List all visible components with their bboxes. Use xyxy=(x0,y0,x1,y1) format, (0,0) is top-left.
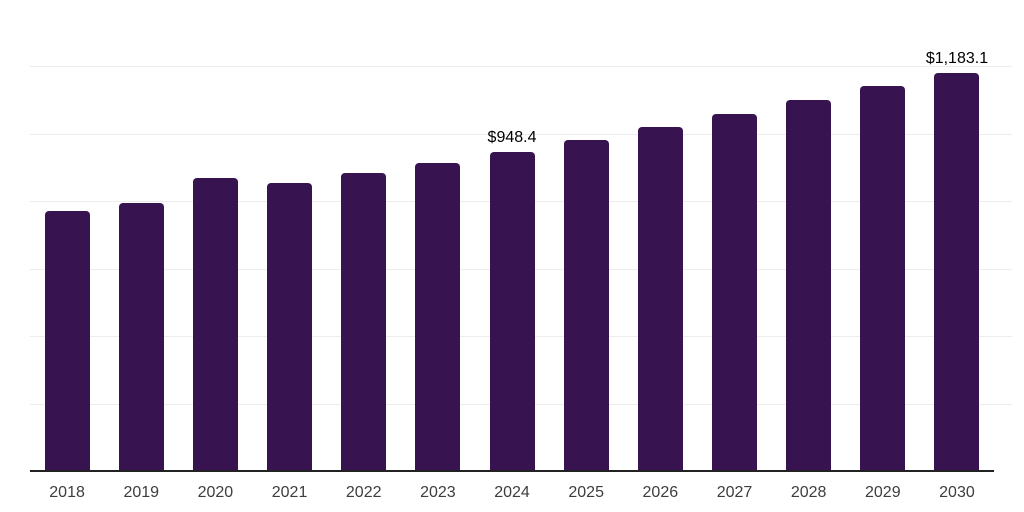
x-tick-label-2019: 2019 xyxy=(123,484,160,501)
x-tick-label-2021: 2021 xyxy=(271,484,308,501)
bar-2022 xyxy=(341,172,387,472)
bar-2020 xyxy=(192,177,238,472)
bar-slot-2027 xyxy=(697,0,771,472)
bar-slot-2024: $948.4 xyxy=(475,0,549,472)
x-tick-label-2024: 2024 xyxy=(494,484,530,501)
bar-2027 xyxy=(711,113,757,472)
bar-2028 xyxy=(786,99,832,472)
x-tick-label-2022: 2022 xyxy=(345,484,382,501)
x-tick-label-2020: 2020 xyxy=(197,484,234,501)
bar-2026 xyxy=(637,126,683,472)
bar-2025 xyxy=(563,140,609,472)
x-tick-label-2023: 2023 xyxy=(420,484,456,501)
x-tick-label-2030: 2030 xyxy=(939,484,975,501)
bar-slot-2030: $1,183.1 xyxy=(920,0,994,472)
bar-2019 xyxy=(118,202,164,472)
bar-slot-2020 xyxy=(178,0,252,472)
x-tick-label-2027: 2027 xyxy=(716,484,753,501)
x-tick-label-2025: 2025 xyxy=(568,484,604,501)
value-label-2024: $948.4 xyxy=(487,129,537,147)
bar-slot-2026 xyxy=(623,0,697,472)
bar-slot-2029 xyxy=(846,0,920,472)
x-axis-labels: 2018 2019 2020 2021 2022 2023 2024 2025 2026 2027… xyxy=(30,483,994,502)
bar-slot-2022 xyxy=(327,0,401,472)
plot-area: $948.4 $1,183.1 xyxy=(30,0,1012,472)
bar-2023 xyxy=(415,162,461,472)
bar-slot-2021 xyxy=(252,0,326,472)
bar-slot-2028 xyxy=(772,0,846,472)
bar-slot-2025 xyxy=(549,0,623,472)
x-axis-line xyxy=(30,470,994,472)
x-tick-label-2018: 2018 xyxy=(49,484,85,501)
x-tick-label-2026: 2026 xyxy=(642,484,679,501)
value-label-2030: $1,183.1 xyxy=(925,50,989,68)
bar-slot-2019 xyxy=(104,0,178,472)
bar-slot-2018 xyxy=(30,0,104,472)
x-tick-label-2028: 2028 xyxy=(790,484,827,501)
bars: $948.4 $1,183.1 xyxy=(30,0,994,472)
bar-2029 xyxy=(860,85,906,472)
x-tick-label-2029: 2029 xyxy=(865,484,901,501)
bar-2024 xyxy=(489,152,535,472)
bar-2018 xyxy=(44,210,90,472)
bar-2030 xyxy=(934,73,980,472)
bar-2021 xyxy=(267,183,313,472)
bar-slot-2023 xyxy=(401,0,475,472)
